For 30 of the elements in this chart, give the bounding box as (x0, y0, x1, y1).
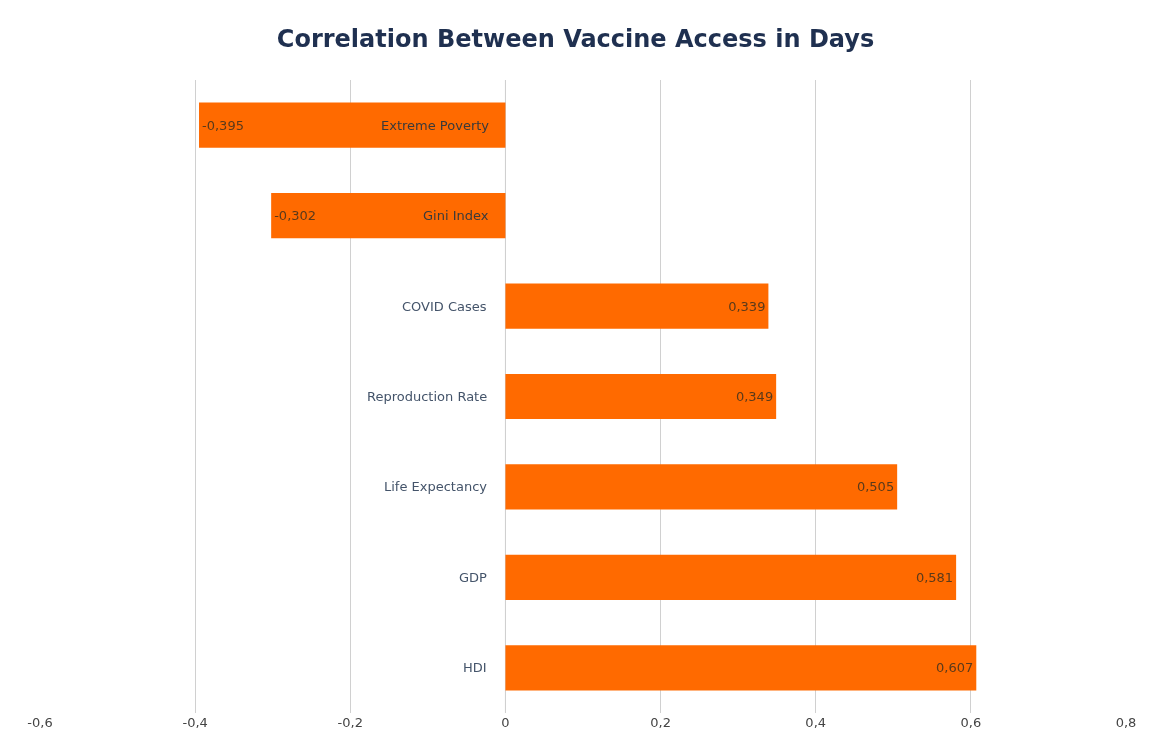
x-tick-label: 0,2 (650, 715, 671, 730)
bar (505, 554, 957, 600)
data-label: 0,505 (856, 479, 895, 495)
y-tick-label: Extreme Poverty (381, 118, 490, 133)
x-tick-label: -0,2 (337, 715, 363, 730)
bar (505, 645, 977, 691)
x-tick-label: -0,4 (182, 715, 208, 730)
x-tick-label: -0,6 (27, 715, 53, 730)
x-tick-label: 0,6 (960, 715, 982, 730)
data-label: 0,581 (915, 569, 954, 585)
chart-title: Correlation Between Vaccine Access in Days (276, 24, 875, 53)
bar (199, 102, 506, 148)
data-label: 0,607 (936, 660, 974, 676)
bar (271, 193, 506, 239)
data-label: 0,349 (735, 389, 774, 404)
y-tick-label: Gini Index (423, 208, 489, 223)
y-tick-label: COVID Cases (402, 299, 487, 314)
bar (505, 464, 898, 510)
data-label: 0,339 (728, 298, 766, 314)
bar (505, 373, 777, 420)
x-tick-label: 0,8 (1115, 715, 1137, 730)
y-tick-label: Life Expectancy (384, 479, 488, 494)
x-tick-label: 0 (501, 715, 510, 730)
data-label: -0,302 (274, 208, 317, 224)
data-label: -0,395 (202, 117, 244, 133)
x-tick-label: 0,4 (805, 715, 827, 730)
y-tick-label: Reproduction Rate (367, 389, 488, 404)
y-tick-label: GDP (459, 570, 488, 585)
bar (505, 283, 769, 329)
y-tick-label: HDI (463, 660, 487, 675)
